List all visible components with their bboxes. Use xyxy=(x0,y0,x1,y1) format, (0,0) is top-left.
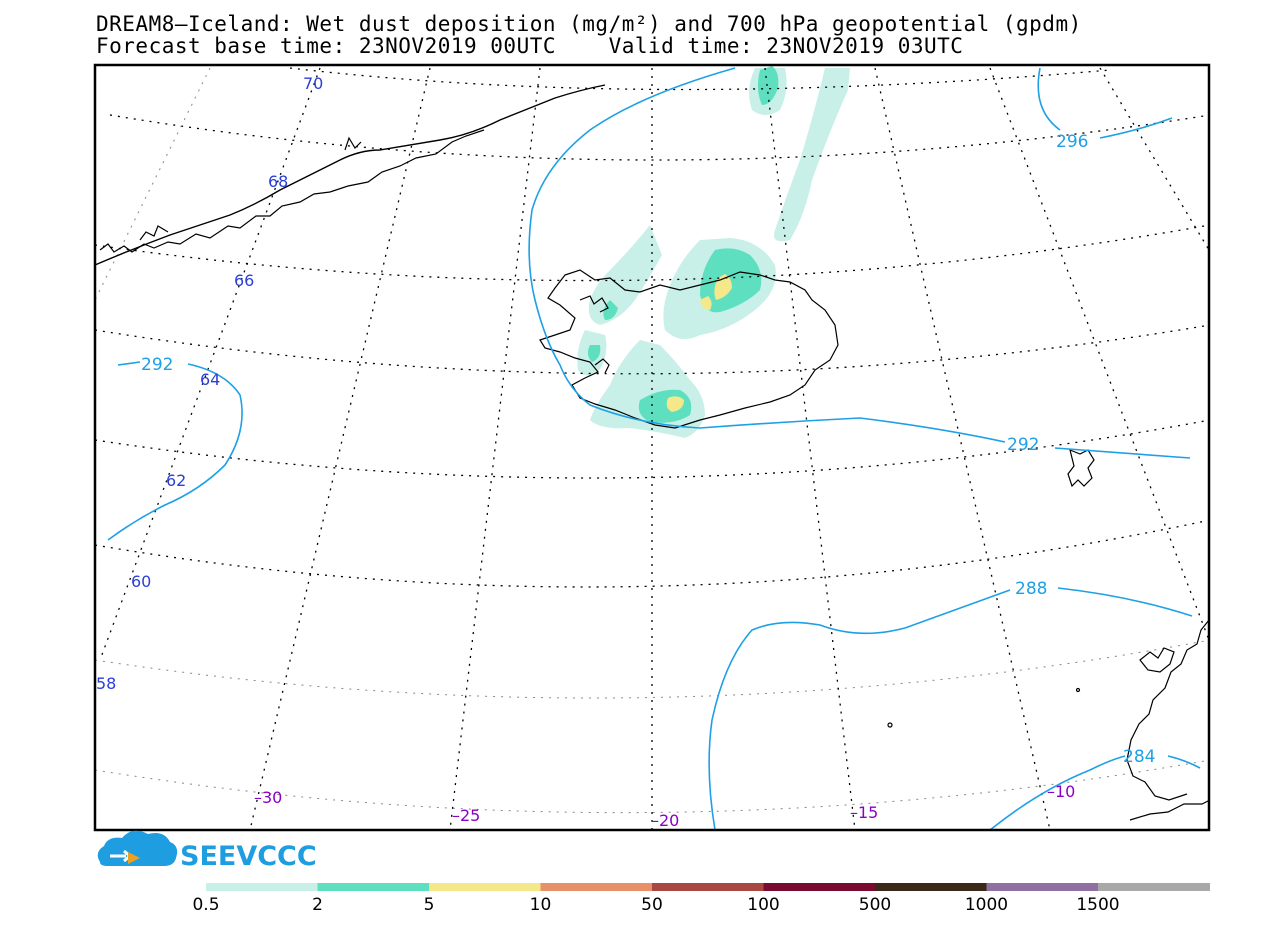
contour-labels: 296 292 292 288 284 xyxy=(141,132,1155,767)
meridian-lines xyxy=(95,67,1209,830)
legend-label-6: 500 xyxy=(859,895,891,915)
legend-label-2: 5 xyxy=(424,895,435,915)
legend-swatch-0 xyxy=(206,883,318,891)
dust-deposition-shading xyxy=(577,66,850,438)
lat-label-64: 64 xyxy=(200,370,220,389)
legend-swatch-7 xyxy=(986,883,1099,891)
lon-label-minus15: –15 xyxy=(850,803,878,822)
lat-label-70: 70 xyxy=(303,74,323,93)
geopotential-contours xyxy=(107,67,1201,830)
lon-label-minus30: –30 xyxy=(254,788,282,807)
legend-swatch-8 xyxy=(1098,883,1210,891)
legend-label-0: 0.5 xyxy=(192,895,219,915)
contour-label-292-east: 292 xyxy=(1007,435,1039,455)
coastlines xyxy=(95,84,1209,821)
legend-swatch-3 xyxy=(540,883,653,891)
legend-swatch-6 xyxy=(875,883,987,891)
contour-label-284: 284 xyxy=(1123,747,1155,767)
cloud-arrow-icon xyxy=(97,830,178,866)
contour-label-288: 288 xyxy=(1015,579,1047,599)
map-frame xyxy=(93,63,1211,832)
lon-label-minus20: –20 xyxy=(651,811,679,830)
legend-swatch-2 xyxy=(429,883,541,891)
contour-label-296: 296 xyxy=(1056,132,1088,152)
legend-label-8: 1500 xyxy=(1076,895,1119,915)
lon-label-minus10: –10 xyxy=(1047,782,1075,801)
forecast-time-line: Forecast base time: 23NOV2019 00UTC Vali… xyxy=(96,34,964,58)
color-legend: 0.5 2 5 10 50 100 500 1000 1500 xyxy=(192,883,1210,915)
lon-label-minus25: –25 xyxy=(452,806,480,825)
legend-label-3: 10 xyxy=(530,895,552,915)
lat-label-68: 68 xyxy=(268,172,288,191)
legend-label-1: 2 xyxy=(312,895,323,915)
legend-label-4: 50 xyxy=(641,895,663,915)
latitude-lines xyxy=(95,67,1209,814)
chart-title: DREAM8–Iceland: Wet dust deposition (mg/… xyxy=(96,12,1082,36)
legend-swatch-1 xyxy=(317,883,430,891)
contour-label-292-west: 292 xyxy=(141,355,173,375)
longitude-labels: –30 –25 –20 –15 –10 xyxy=(254,782,1075,830)
map-content xyxy=(95,66,1209,830)
legend-swatch-4 xyxy=(652,883,764,891)
logo-text: SEEVCCC xyxy=(180,841,317,872)
lat-label-66: 66 xyxy=(234,271,254,290)
legend-swatch-5 xyxy=(763,883,876,891)
legend-label-7: 1000 xyxy=(965,895,1008,915)
lat-label-60: 60 xyxy=(131,572,151,591)
lat-label-58: 58 xyxy=(96,674,116,693)
seevccc-logo: SEEVCCC xyxy=(97,830,317,872)
latitude-labels: 70 68 66 64 62 60 58 xyxy=(96,74,323,693)
legend-label-5: 100 xyxy=(747,895,779,915)
lat-label-62: 62 xyxy=(166,471,186,490)
